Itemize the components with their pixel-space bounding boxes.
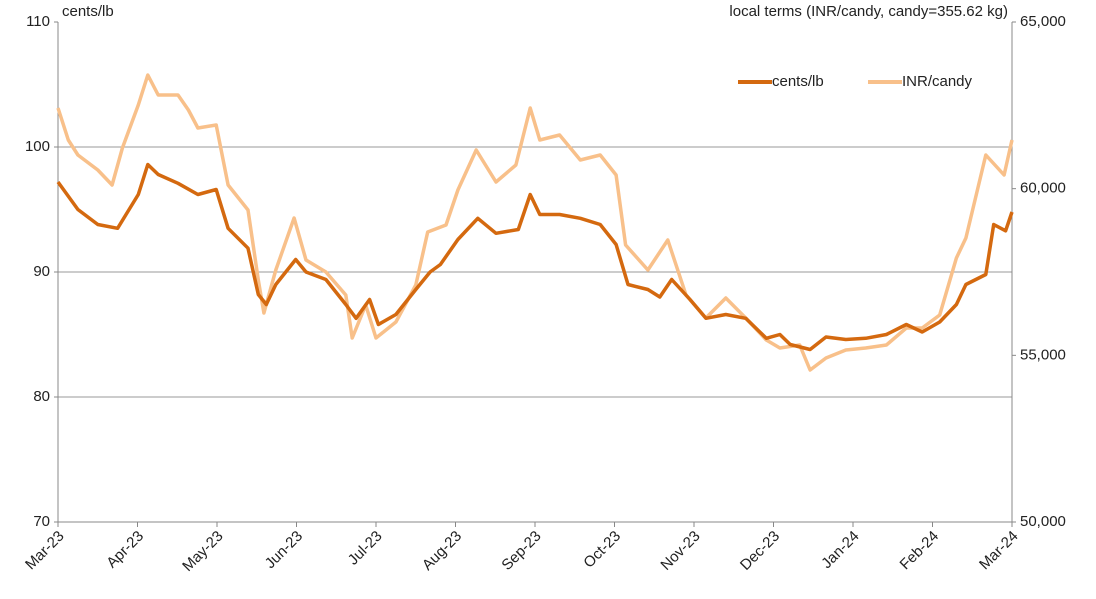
y2-tick-label: 65,000 (1020, 13, 1066, 30)
x-tick-label: Aug-23 (419, 528, 465, 574)
series-line (56, 73, 1014, 372)
y-tick-label: 90 (33, 263, 50, 280)
y2-tick-label: 55,000 (1020, 346, 1066, 363)
y-tick-label: 70 (33, 513, 50, 530)
legend-label: cents/lb (772, 73, 824, 90)
x-tick-label: Dec-23 (737, 528, 783, 574)
x-tick-label: Jan-24 (818, 528, 862, 572)
x-tick-label: Apr-23 (103, 528, 147, 572)
x-tick-label: Mar-23 (22, 528, 68, 574)
x-tick-label: May-23 (179, 528, 226, 575)
y-tick-label: 100 (25, 138, 50, 155)
x-tick-label: Jul-23 (345, 528, 386, 569)
x-tick-label: Sep-23 (498, 528, 544, 574)
legend-label: INR/candy (902, 73, 973, 90)
y2-axis-label: local terms (INR/candy, candy=355.62 kg) (729, 3, 1008, 20)
y-tick-label: 110 (26, 13, 50, 30)
x-tick-label: Nov-23 (657, 528, 703, 574)
y-tick-label: 80 (33, 388, 50, 405)
y2-tick-label: 50,000 (1020, 513, 1066, 530)
x-tick-label: Mar-24 (976, 528, 1022, 574)
x-tick-label: Feb-24 (897, 528, 943, 574)
y2-tick-label: 60,000 (1020, 180, 1066, 197)
y-axis-label: cents/lb (62, 3, 114, 20)
x-tick-label: Oct-23 (580, 528, 624, 572)
series-line (56, 162, 1014, 352)
x-tick-label: Jun-23 (262, 528, 306, 572)
